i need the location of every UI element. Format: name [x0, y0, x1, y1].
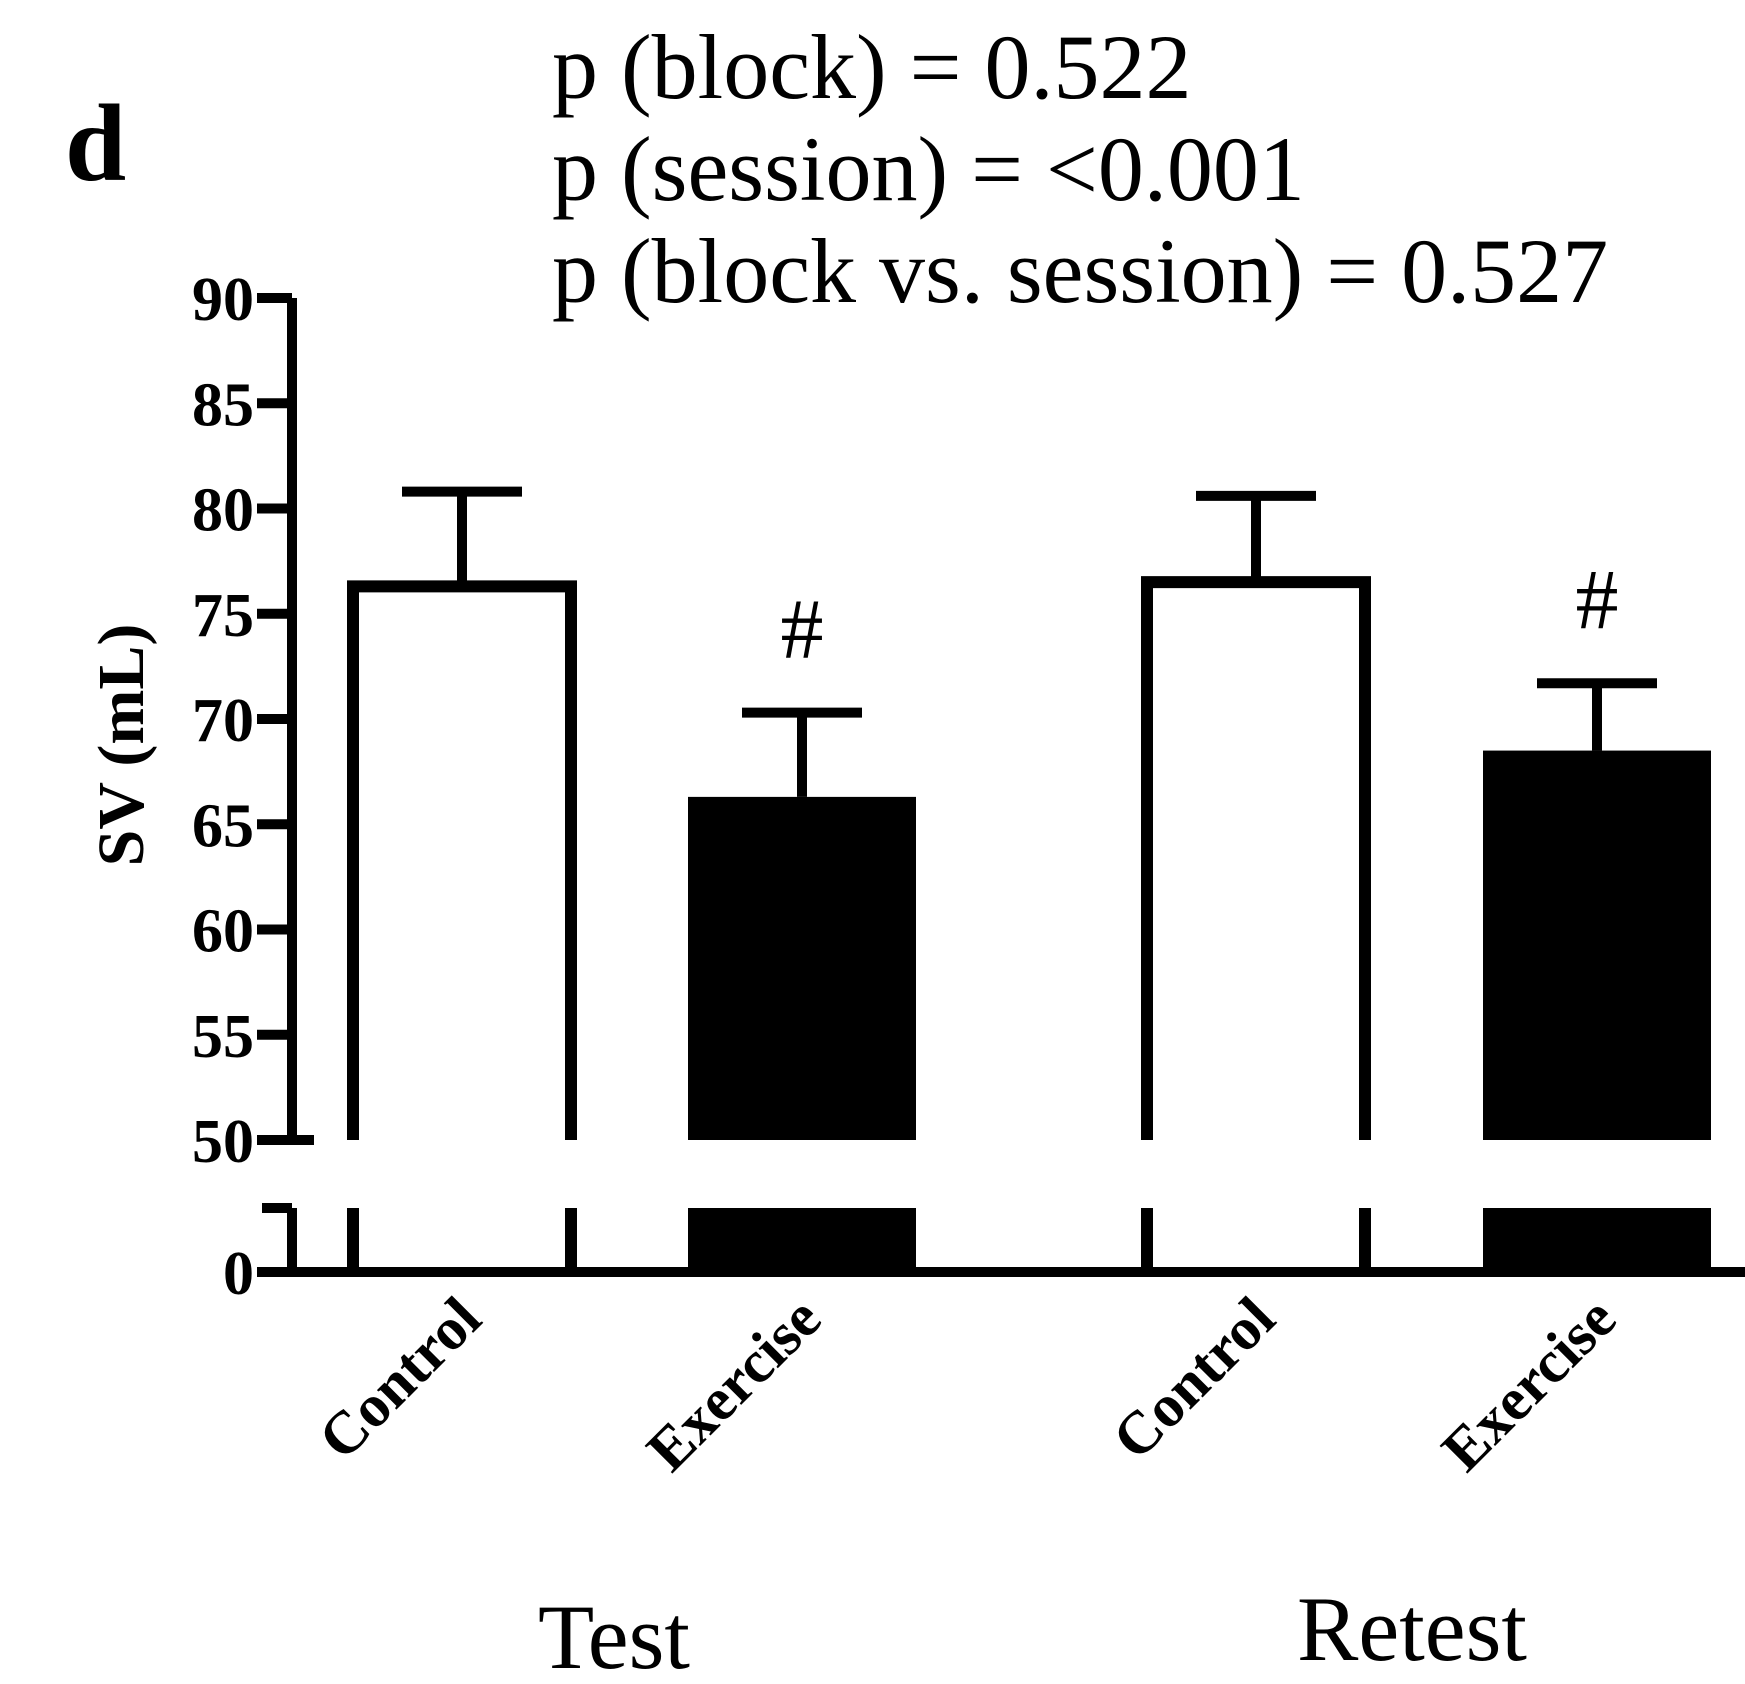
y-tick-label: 65	[192, 792, 254, 860]
y-tick-label: 0	[223, 1240, 254, 1308]
x-tick-label: Exercise	[1429, 1285, 1628, 1484]
y-tick-label: 60	[192, 898, 254, 966]
bar-lower	[688, 1208, 916, 1272]
p-value-interaction: p (block vs. session) = 0.527	[552, 220, 1608, 322]
bar-upper	[688, 796, 916, 1140]
y-tick-label: 50	[192, 1108, 254, 1176]
y-tick-label: 70	[192, 687, 254, 755]
p-value-session: p (session) = <0.001	[552, 118, 1305, 220]
group-label: Test	[538, 1586, 690, 1684]
y-tick-label: 75	[192, 582, 254, 650]
bar-upper	[1141, 576, 1371, 1140]
y-tick-label: 90	[192, 266, 254, 334]
bar-upper	[1483, 750, 1711, 1140]
p-value-block: p (block) = 0.522	[552, 16, 1192, 118]
significance-marker: #	[781, 581, 824, 677]
bar-lower	[1483, 1208, 1711, 1272]
significance-marker: #	[1576, 551, 1619, 647]
x-tick-label: Control	[1100, 1285, 1287, 1472]
bar-upper	[347, 580, 577, 1140]
y-tick-label: 55	[192, 1003, 254, 1071]
plot-area: 0 50 55 60 65 70 75 80 85 90 Control # Exercise Contr…	[192, 266, 1745, 1684]
panel-label: d	[65, 82, 126, 204]
y-tick-label: 80	[192, 477, 254, 545]
y-tick-label: 85	[192, 371, 254, 439]
y-axis-label: SV (mL)	[85, 624, 158, 867]
x-tick-label: Exercise	[634, 1285, 833, 1484]
group-label: Retest	[1297, 1578, 1527, 1680]
x-tick-label: Control	[306, 1285, 493, 1472]
